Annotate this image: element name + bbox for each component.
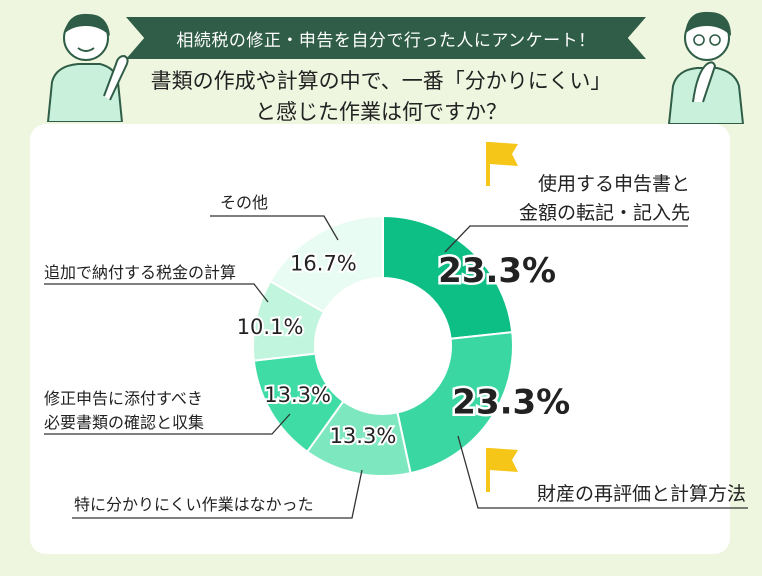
- question-line-1: 書類の作成や計算の中で、一番「分かりにくい」: [150, 69, 612, 93]
- category-label-5-1: 追加で納付する税金の計算: [44, 263, 236, 282]
- slice-6: [268, 214, 384, 314]
- leader-line-6: [210, 215, 339, 241]
- category-label-1-1: 使用する申告書と: [538, 173, 690, 195]
- question-line-2: と感じた作業は何ですか？: [255, 100, 507, 124]
- value-label-4: 13.3%: [264, 383, 331, 407]
- leader-line-1: [444, 225, 688, 253]
- category-label-6-1: その他: [220, 193, 268, 212]
- category-label-4-2: 必要書類の確認と収集: [44, 413, 204, 432]
- category-label-1-2: 金額の転記・記入先: [519, 202, 690, 224]
- value-label-5: 10.1%: [237, 315, 304, 339]
- leader-line-3: [72, 469, 363, 519]
- slice-1: [382, 214, 514, 340]
- category-label-2-1: 財産の再評価と計算方法: [537, 483, 746, 505]
- question-title: 書類の作成や計算の中で、一番「分かりにくい」 と感じた作業は何ですか？: [100, 66, 662, 128]
- chart-card: [30, 124, 730, 554]
- leader-line-5: [44, 283, 269, 303]
- value-label-2: 23.3%: [452, 382, 570, 422]
- value-label-6: 16.7%: [290, 251, 357, 275]
- person-pointing-illustration: [46, 13, 129, 122]
- category-label-4-1: 修正申告に添付すべき: [44, 389, 203, 408]
- value-label-1: 23.3%: [438, 251, 556, 291]
- flag-icon: [486, 448, 518, 492]
- value-label-3: 13.3%: [330, 424, 397, 448]
- category-label-3-1: 特に分かりにくい作業はなかった: [74, 495, 314, 514]
- leader-line-4: [44, 413, 291, 435]
- flag-icon: [486, 142, 518, 186]
- leader-line-2: [457, 435, 748, 509]
- banner-text: 相続税の修正・申告を自分で行った人にアンケート！: [176, 30, 596, 51]
- slice-2: [396, 331, 514, 475]
- person-thinking-illustration: [667, 11, 745, 124]
- survey-banner: 相続税の修正・申告を自分で行った人にアンケート！: [126, 17, 646, 59]
